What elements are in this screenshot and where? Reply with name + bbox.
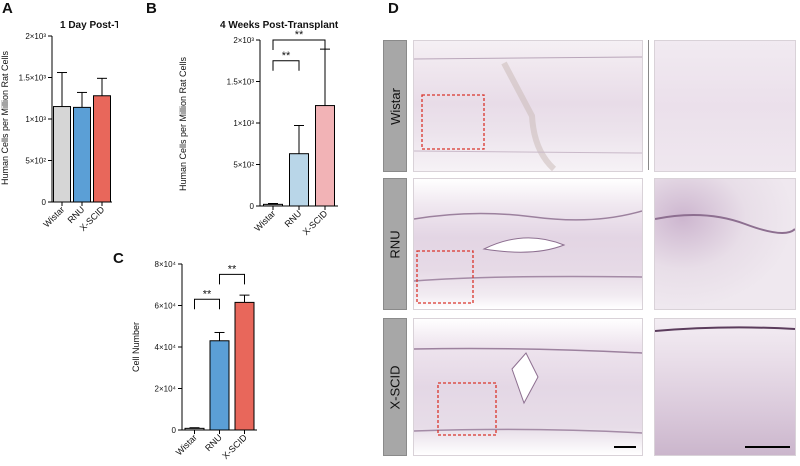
chart-c-ytick-label-2: 4×10⁴ (155, 343, 177, 352)
chart-a-bar-x-scid (93, 95, 111, 203)
chart-c-ytick-label-4: 8×10⁴ (155, 260, 177, 269)
panel-label-b: B (146, 0, 157, 17)
chart-c-ytick-label-1: 2×10⁴ (155, 385, 177, 394)
chart-c-bar-wistar (184, 427, 205, 431)
panel-label-d: D (388, 0, 399, 17)
chart-b-ylabel: Human Cells per Million Rat Cells (178, 56, 188, 191)
histology-wistar-inset (654, 40, 796, 172)
histology-rnu-overview (413, 178, 643, 310)
histology-wistar-overview (413, 40, 643, 172)
chart-a-title: 1 Day Post-Transplant (60, 20, 118, 31)
chart-b-bar-wistar (263, 203, 283, 207)
chart-b-ytick-label-1: 5×10² (233, 161, 254, 170)
histology-xscid-inset (654, 318, 796, 456)
chart-c-bar-x-scid (234, 301, 255, 431)
row-label-wistar: Wistar (383, 40, 407, 172)
chart-b-ytick-label-0: 0 (250, 202, 255, 211)
chart-c-sig-label-1: ** (228, 263, 237, 275)
chart-c: Cell Number 0 2×10⁴ 4×10⁴ 6×10⁴ 8×10⁴ Wistar RN… (131, 260, 257, 461)
scale-bar-overview (614, 446, 636, 448)
chart-c-bar-rnu (209, 340, 230, 431)
inset-box-xscid (437, 382, 497, 436)
chart-a-ytick-label-3: 1.5×10³ (19, 74, 47, 83)
divider-wistar (648, 40, 649, 170)
chart-b-title: 4 Weeks Post-Transplant (220, 20, 339, 31)
histology-rnu-inset (654, 178, 796, 310)
chart-b-bar-x-scid (315, 105, 335, 207)
panel-label-c: C (113, 250, 124, 267)
chart-a-bar-rnu (73, 106, 91, 203)
chart-a-xlabel-wistar: Wistar (41, 204, 66, 229)
chart-a-ytick-label-1: 5×10² (25, 157, 46, 166)
inset-box-wistar (421, 94, 485, 150)
chart-a: 1 Day Post-Transplant Human Cells per Mil… (0, 20, 118, 233)
chart-b-xlabel-x-scid: X-SCID (301, 208, 330, 237)
chart-b-ytick-label-2: 1×10³ (233, 119, 254, 128)
panel-label-a: A (2, 0, 13, 17)
chart-a-bar-wistar (53, 106, 71, 203)
chart-a-ytick-label-4: 2×10³ (25, 32, 46, 41)
chart-b-sig-label-0: ** (282, 50, 291, 62)
chart-a-ytick-label-0: 0 (42, 198, 47, 207)
chart-b-sig-bracket-0 (272, 60, 300, 71)
chart-b-ytick-label-4: 2×10³ (233, 36, 254, 45)
row-label-xscid: X-SCID (383, 318, 407, 456)
chart-b-ytick-label-3: 1.5×10³ (227, 78, 255, 87)
chart-a-ylabel: Human Cells per Million Rat Cells (0, 50, 10, 185)
row-label-rnu: RNU (383, 178, 407, 310)
chart-c-xlabel-rnu: RNU (203, 432, 224, 453)
chart-c-sig-bracket-1 (219, 273, 245, 285)
chart-c-ytick-label-0: 0 (172, 426, 177, 435)
chart-c-ytick-label-3: 6×10⁴ (155, 302, 177, 311)
chart-c-xlabel-x-scid: X-SCID (220, 432, 249, 461)
chart-b-xlabel-wistar: Wistar (252, 208, 277, 233)
inset-box-rnu (416, 250, 474, 304)
chart-c-sig-bracket-0 (194, 298, 220, 310)
chart-a-ytick-label-2: 1×10³ (25, 115, 46, 124)
chart-c-xlabel-wistar: Wistar (174, 432, 199, 457)
chart-c-sig-label-0: ** (203, 288, 212, 300)
chart-b-bar-rnu (289, 153, 309, 207)
chart-b-sig-bracket-1 (272, 39, 326, 50)
chart-b: 4 Weeks Post-Transplant Human Cells per M… (178, 20, 339, 237)
chart-b-xlabel-rnu: RNU (283, 208, 304, 229)
histology-xscid-overview (413, 318, 643, 456)
scale-bar-inset (745, 446, 790, 448)
chart-b-sig-label-1: ** (295, 29, 304, 41)
chart-c-ylabel: Cell Number (131, 322, 141, 372)
